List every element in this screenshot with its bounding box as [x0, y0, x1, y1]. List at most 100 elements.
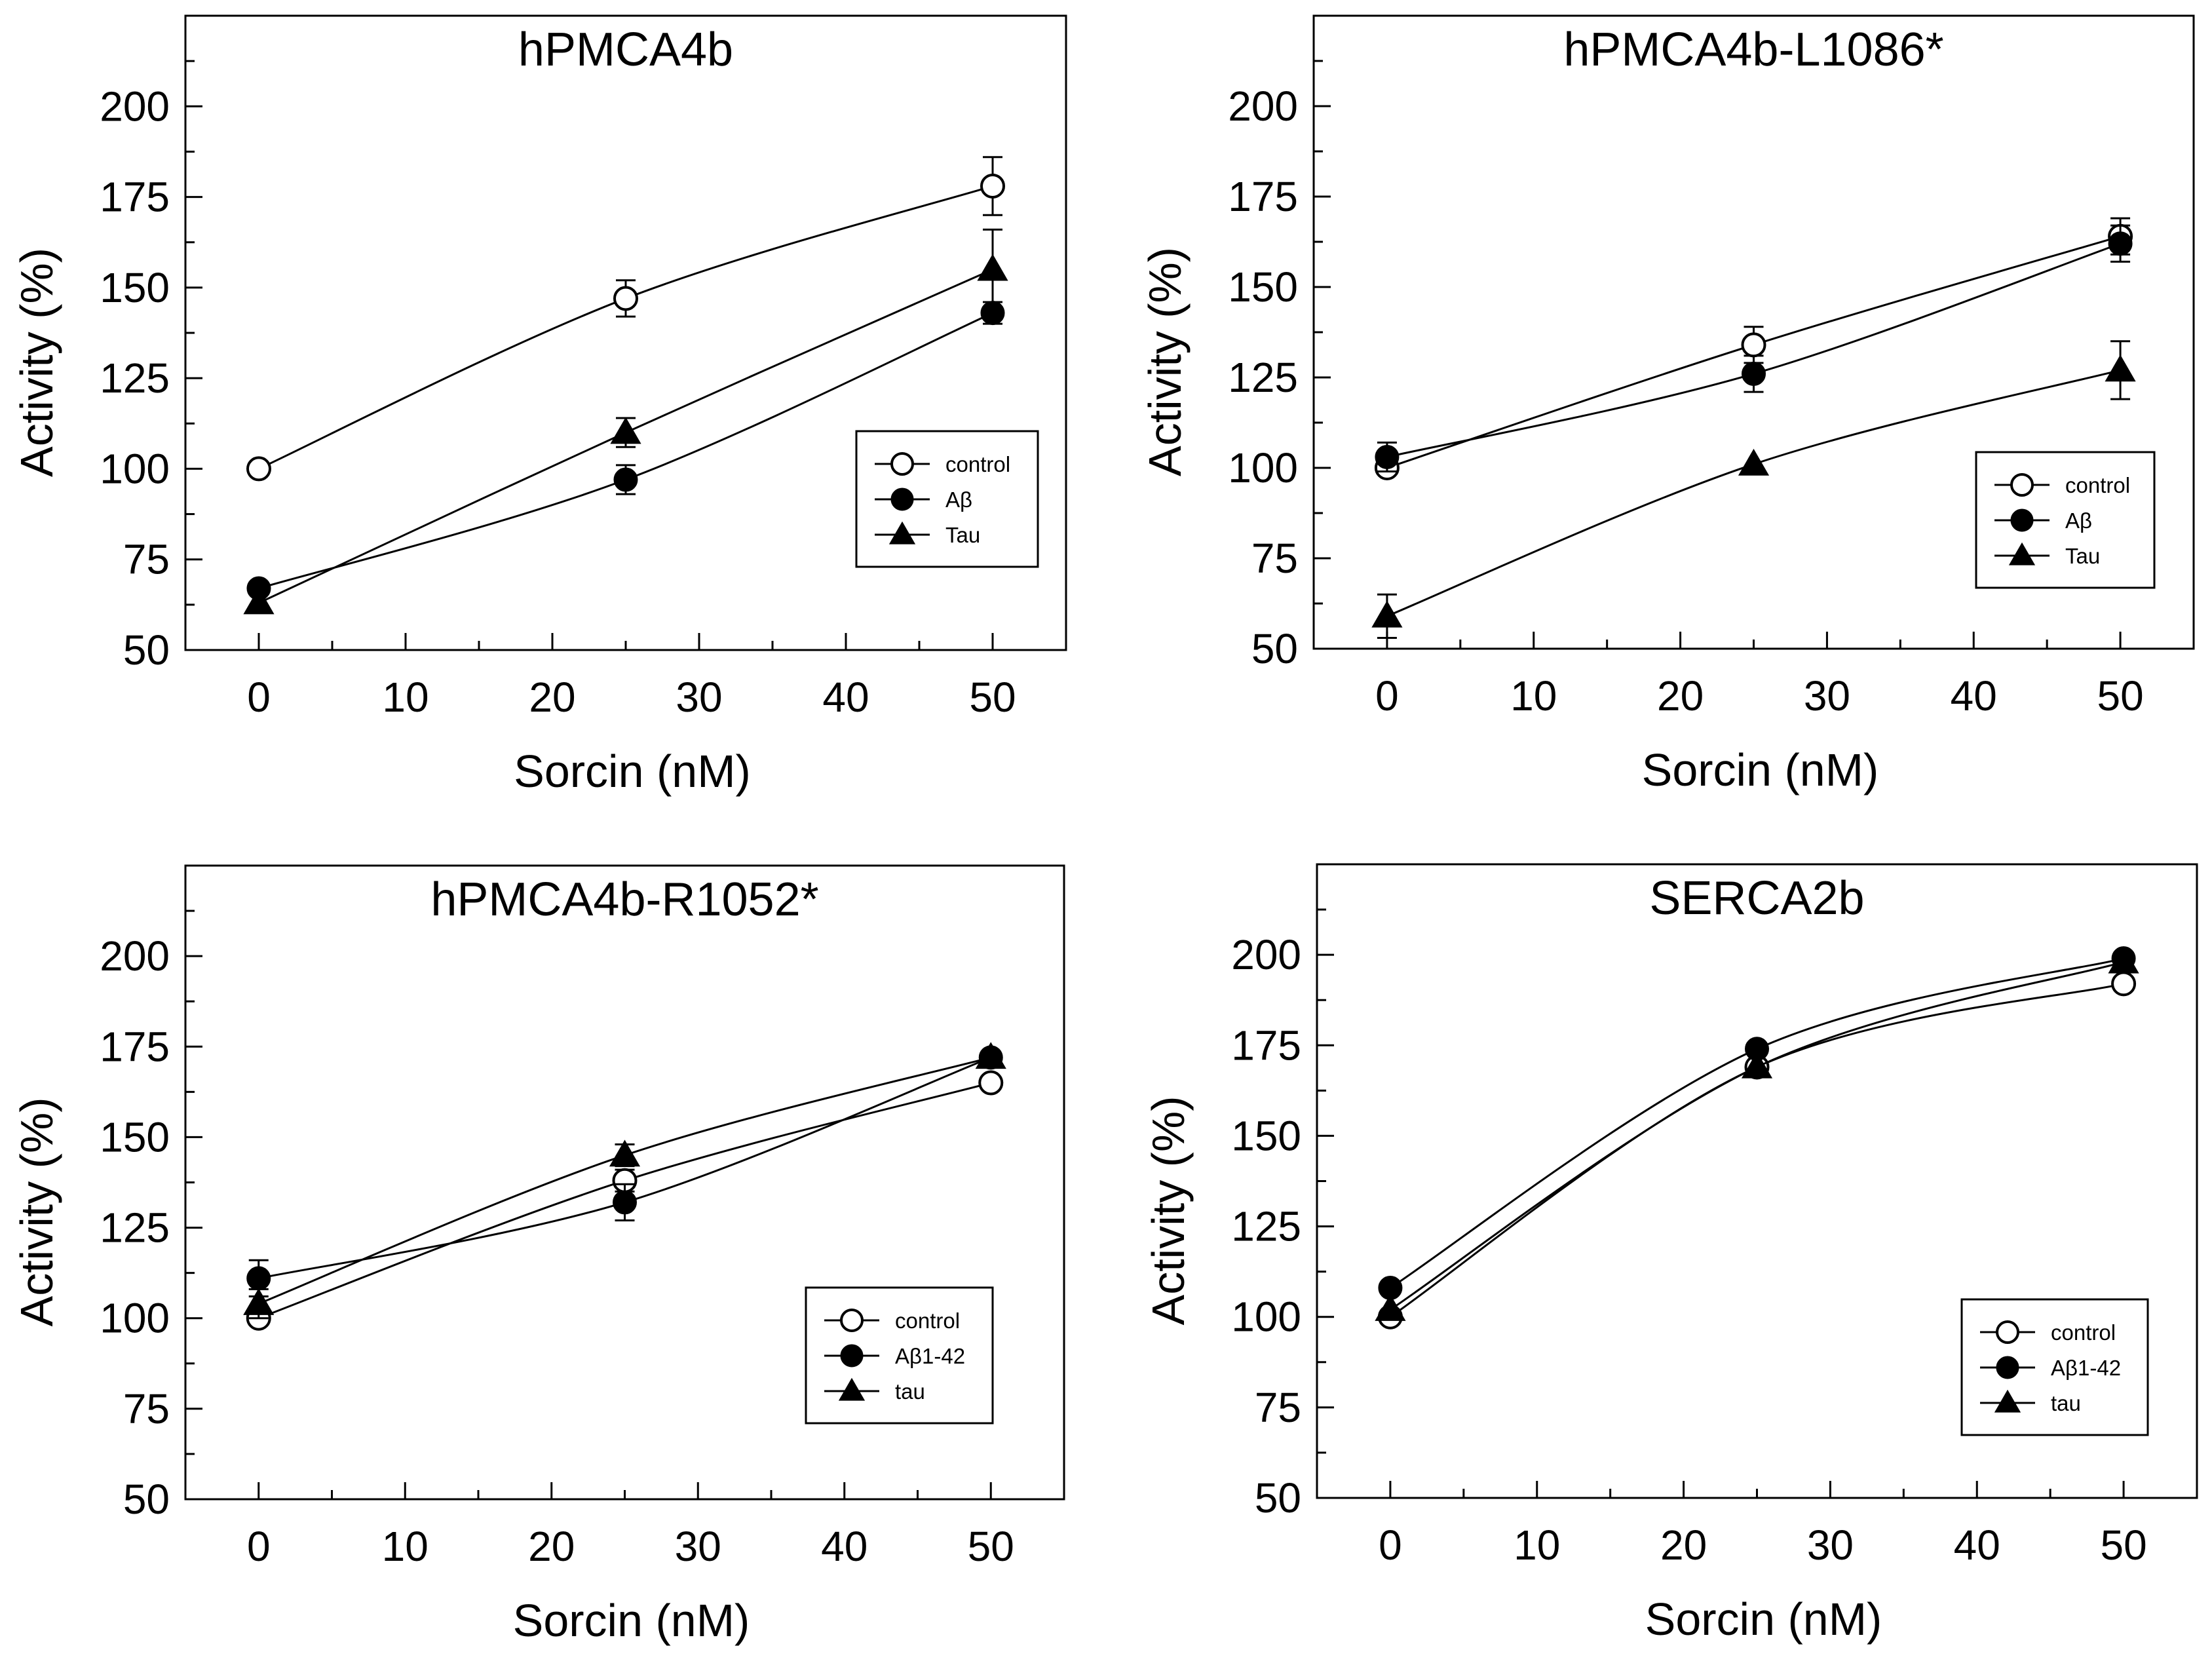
- x-tick-label: 50: [969, 674, 1016, 721]
- y-tick-label: 150: [1231, 1112, 1301, 1159]
- x-tick-label: 10: [382, 1523, 429, 1570]
- data-point: [975, 1042, 1006, 1069]
- data-point: [246, 1266, 271, 1291]
- legend-marker: [840, 1344, 864, 1368]
- data-point: [609, 1139, 641, 1167]
- data-point: [613, 467, 638, 492]
- y-tick-label: 75: [1251, 535, 1298, 582]
- x-tick-label: 0: [247, 674, 271, 721]
- x-tick-label: 30: [1807, 1521, 1854, 1569]
- legend: control Aβ1-42 tau: [805, 1286, 994, 1425]
- legend-label: control: [2065, 473, 2130, 497]
- y-tick-label: 50: [123, 626, 170, 674]
- y-tick-label: 200: [1231, 931, 1301, 978]
- y-axis-title: Activity (%): [1143, 1096, 1194, 1326]
- x-tick-label: 20: [1660, 1521, 1707, 1569]
- y-tick-label: 100: [1231, 1293, 1301, 1341]
- series-tau: [243, 1042, 1006, 1320]
- legend-label: Tau: [2065, 544, 2100, 568]
- y-tick-label: 50: [1255, 1474, 1301, 1521]
- x-axis-title: Sorcin (nM): [514, 746, 751, 797]
- y-tick-label: 175: [100, 1023, 170, 1070]
- chart-title: hPMCA4b-R1052*: [430, 873, 818, 926]
- x-tick-label: 10: [1514, 1521, 1560, 1569]
- y-tick-label: 75: [1255, 1384, 1301, 1431]
- y-tick-label: 50: [1251, 625, 1298, 672]
- y-tick-label: 75: [123, 536, 170, 583]
- x-axis-title: Sorcin (nM): [1645, 1594, 1882, 1645]
- x-tick-label: 10: [382, 674, 429, 721]
- y-tick-label: 100: [100, 1295, 170, 1342]
- series-tau: [1375, 946, 2139, 1321]
- series-Tau: [243, 228, 1008, 615]
- data-point: [978, 1070, 1004, 1096]
- y-tick-label: 125: [1231, 1203, 1301, 1250]
- y-tick-label: 125: [1228, 354, 1298, 401]
- data-point: [2108, 946, 2139, 974]
- y-tick-label: 100: [100, 445, 170, 492]
- series-Aβ: [246, 301, 1005, 601]
- legend: control Aβ1-42 tau: [1960, 1298, 2149, 1436]
- data-point: [2105, 354, 2136, 382]
- data-point: [610, 417, 641, 444]
- x-tick-label: 20: [529, 674, 575, 721]
- data-point: [613, 286, 638, 311]
- y-axis-title: Activity (%): [1139, 247, 1191, 476]
- legend-marker: [890, 488, 914, 511]
- chart-panel-2: hPMCA4b-L1086* 50 75 100 125 150 175 200 0 10 20 30…: [1139, 14, 2195, 795]
- y-tick-label: 150: [100, 264, 170, 311]
- x-tick-label: 10: [1510, 672, 1557, 719]
- legend-marker: [888, 521, 916, 545]
- y-tick-label: 200: [100, 932, 170, 980]
- y-axis-title: Activity (%): [11, 1098, 62, 1327]
- legend: control Aβ Tau: [1975, 451, 2156, 589]
- data-point: [1375, 1294, 1406, 1321]
- data-point: [613, 1190, 637, 1215]
- y-tick-label: 125: [100, 354, 170, 402]
- data-point: [1742, 361, 1766, 386]
- legend-marker: [1994, 1389, 2021, 1413]
- x-tick-label: 30: [1804, 672, 1850, 719]
- series-Aβ: [1375, 224, 2133, 473]
- legend-label: Aβ: [2065, 508, 2092, 533]
- legend-marker: [838, 1377, 866, 1401]
- y-tick-label: 150: [100, 1113, 170, 1160]
- data-point: [1371, 600, 1403, 628]
- y-tick-label: 175: [1228, 173, 1298, 220]
- x-tick-label: 20: [1657, 672, 1704, 719]
- x-tick-label: 50: [2097, 672, 2143, 719]
- legend-label: Aβ1-42: [895, 1344, 965, 1368]
- x-tick-label: 20: [528, 1523, 575, 1570]
- y-tick-label: 75: [123, 1385, 170, 1432]
- x-tick-label: 30: [676, 674, 722, 721]
- y-tick-label: 200: [100, 83, 170, 130]
- series-Tau: [1371, 340, 2136, 639]
- x-tick-label: 40: [1954, 1521, 2000, 1569]
- x-tick-label: 40: [1951, 672, 1997, 719]
- legend-marker: [1996, 1356, 2019, 1379]
- legend-marker: [2010, 473, 2034, 497]
- x-tick-label: 50: [2100, 1521, 2146, 1569]
- data-point: [243, 587, 275, 615]
- legend-label: control: [2051, 1320, 2116, 1345]
- x-tick-label: 0: [1379, 1521, 1402, 1569]
- data-point: [246, 456, 271, 482]
- chart-title: SERCA2b: [1649, 872, 1864, 925]
- x-tick-label: 40: [821, 1523, 868, 1570]
- x-tick-label: 40: [822, 674, 869, 721]
- y-tick-label: 200: [1228, 83, 1298, 130]
- legend-label: Aβ: [945, 488, 972, 512]
- data-point: [1741, 332, 1766, 358]
- chart-panel-1: hPMCA4b 50 75 100 125 150 175 200 0 10 20 30 40 50 Sor…: [11, 14, 1067, 797]
- data-point: [2108, 231, 2133, 256]
- data-point: [977, 254, 1008, 281]
- chart-panel-4: SERCA2b 50 75 100 125 150 175 200 0 10 20 30 40 50 Sor…: [1143, 863, 2198, 1645]
- y-tick-label: 125: [100, 1204, 170, 1252]
- legend-label: control: [895, 1309, 960, 1333]
- y-tick-label: 100: [1228, 444, 1298, 491]
- legend-label: Aβ1-42: [2051, 1356, 2121, 1380]
- data-point: [1738, 448, 1770, 476]
- chart-title: hPMCA4b: [518, 24, 733, 76]
- data-point: [1375, 444, 1400, 469]
